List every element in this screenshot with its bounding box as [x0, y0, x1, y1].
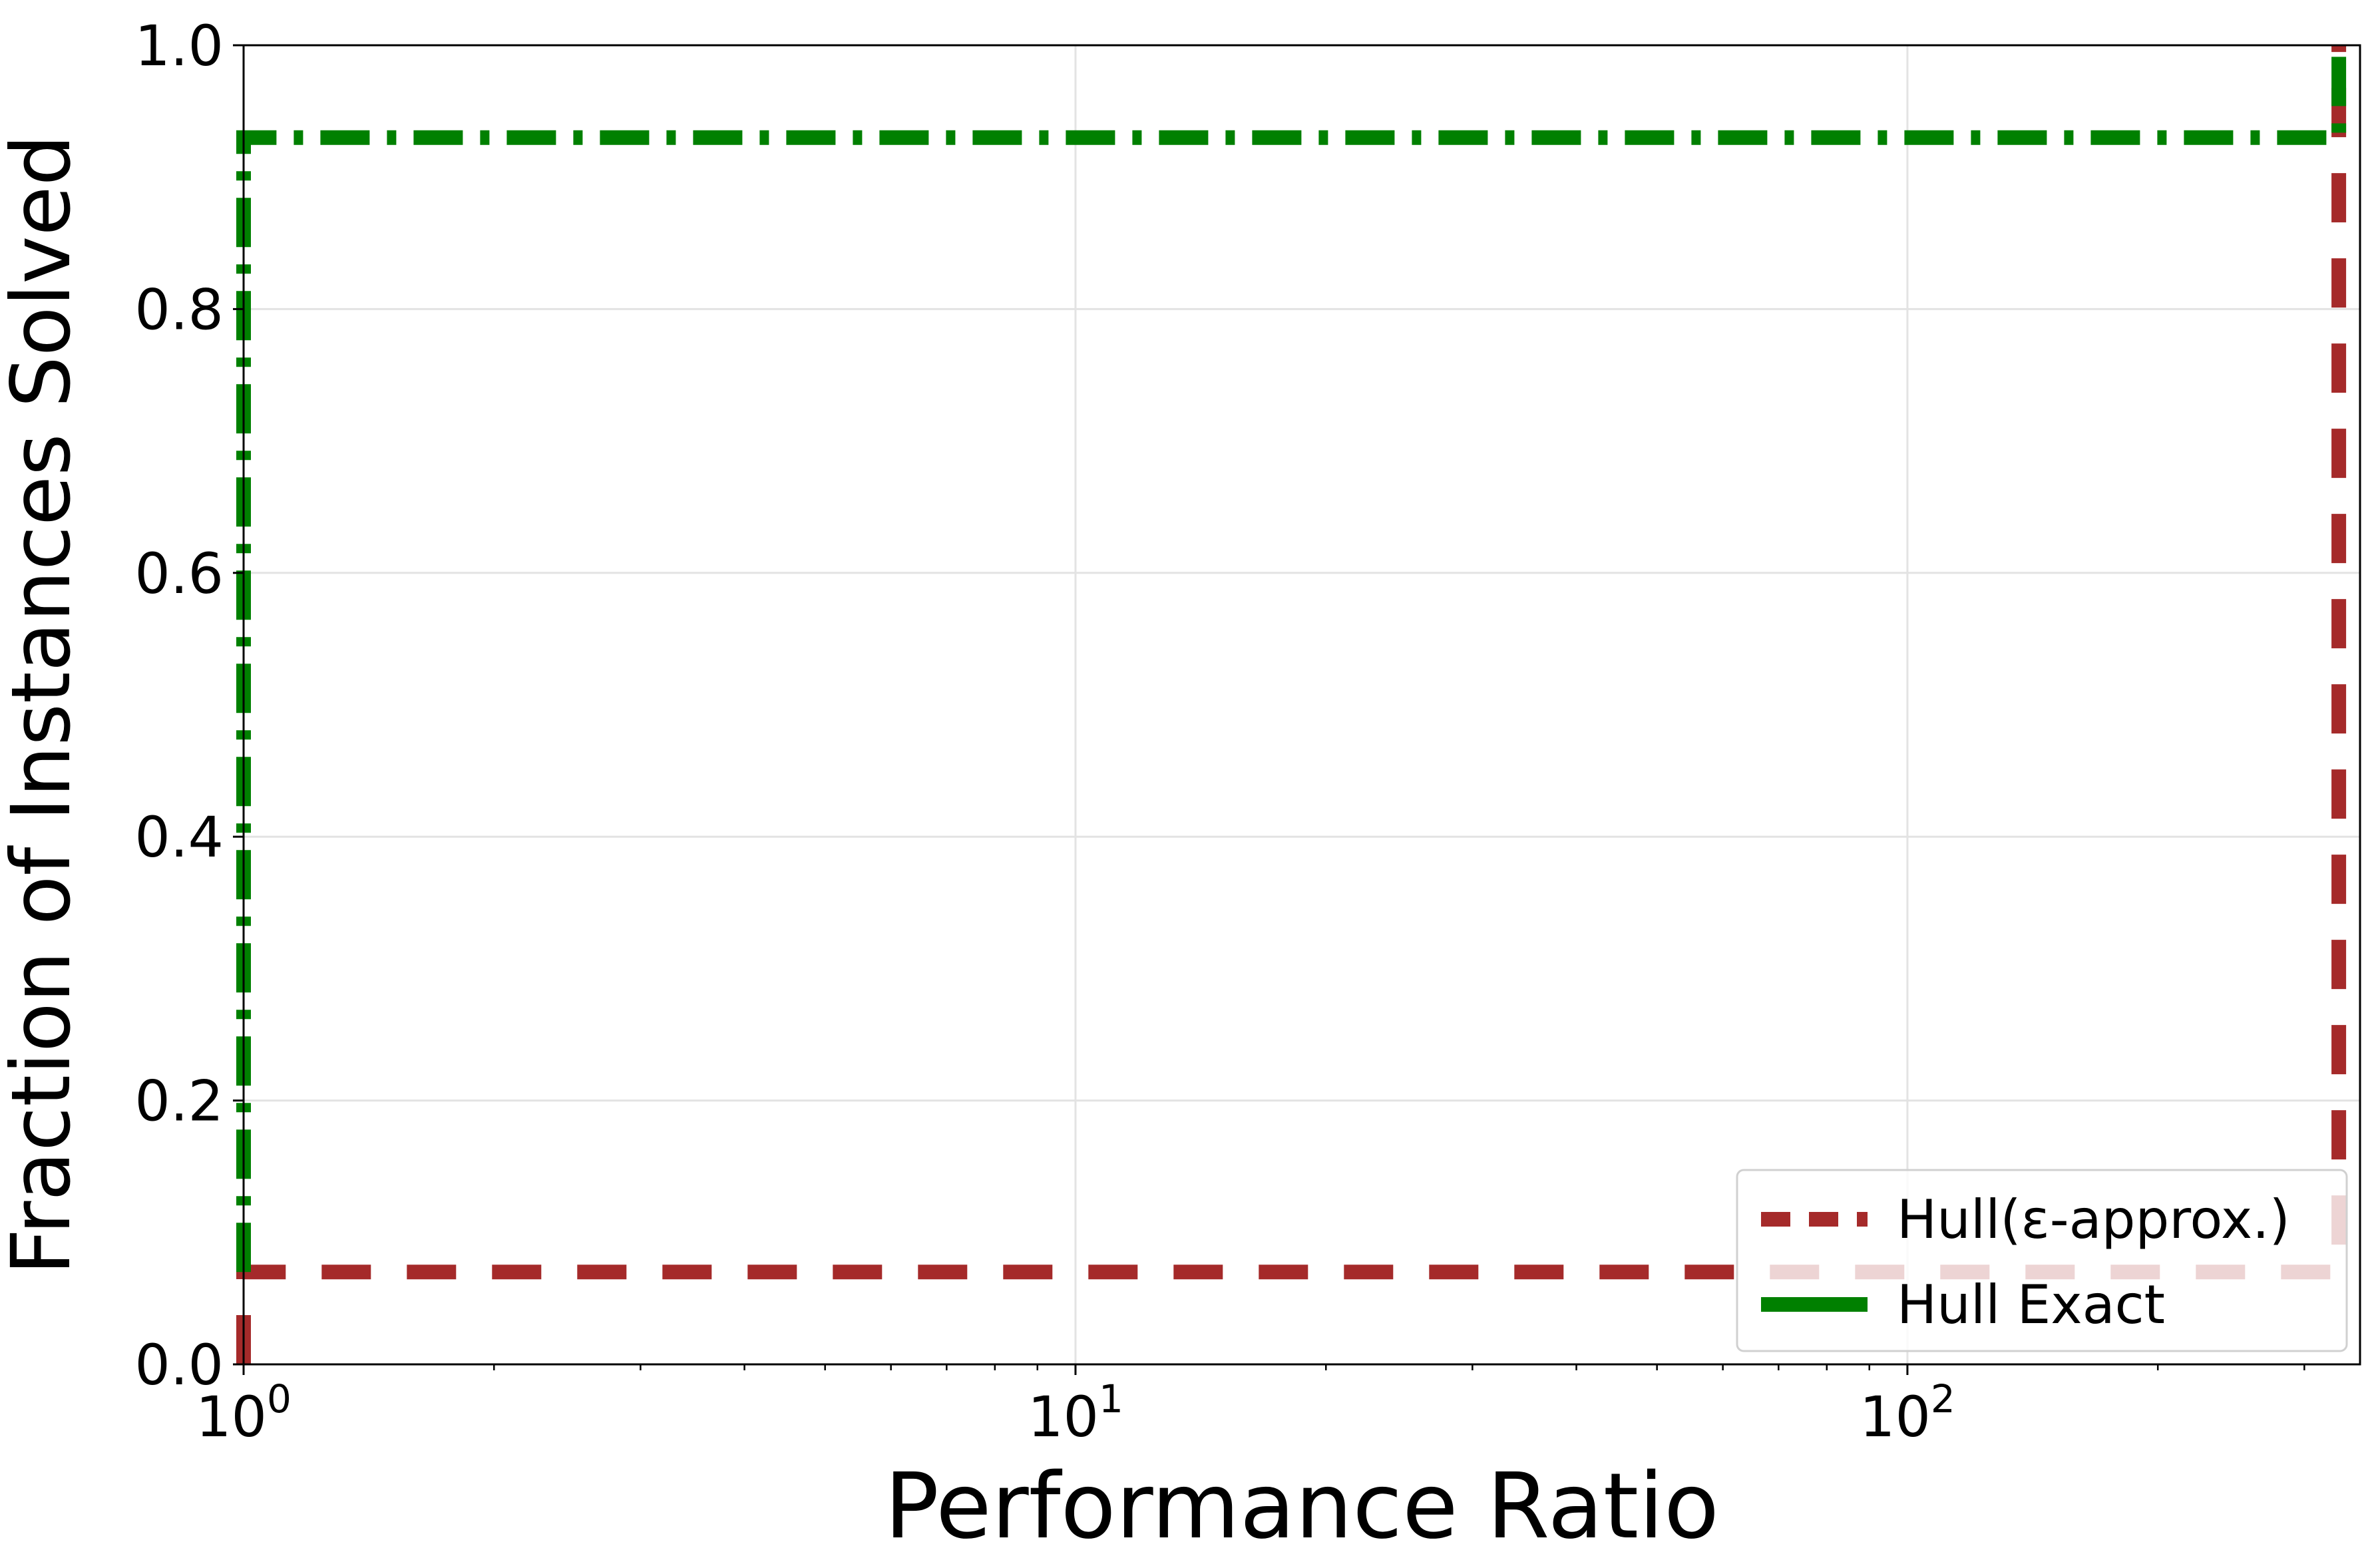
y-tick-label: 0.4	[134, 805, 224, 870]
x-tick-label: 101	[1028, 1376, 1123, 1450]
legend-label-0: Hull(ε-approx.)	[1897, 1189, 2290, 1251]
y-tick-label: 0.6	[134, 541, 224, 606]
y-tick-label: 0.0	[134, 1332, 224, 1398]
grid-lines	[242, 44, 2360, 1366]
x-tick-label: 102	[1860, 1376, 1955, 1450]
legend-box	[1736, 1169, 2348, 1352]
x-tick-label: 100	[196, 1376, 292, 1450]
series-lines	[236, 45, 2347, 1364]
legend-label-1: Hull Exact	[1897, 1274, 2165, 1336]
y-axis-label: Fraction of Instances Solved	[0, 134, 89, 1275]
y-tick-label: 0.2	[134, 1069, 224, 1134]
x-axis-label: Performance Ratio	[885, 1454, 1719, 1559]
legend: Hull(ε-approx.) Hull Exact	[1736, 1169, 2348, 1352]
axis-ticks: 0.0 0.2 0.4 0.6 0.8 1.0 100 101 102	[134, 13, 1955, 1450]
plot-frame	[242, 44, 2361, 1366]
y-tick-label: 1.0	[134, 13, 224, 79]
series-line-0	[236, 45, 2347, 1364]
y-tick-label: 0.8	[134, 277, 224, 342]
series-line-1	[236, 45, 2347, 1273]
